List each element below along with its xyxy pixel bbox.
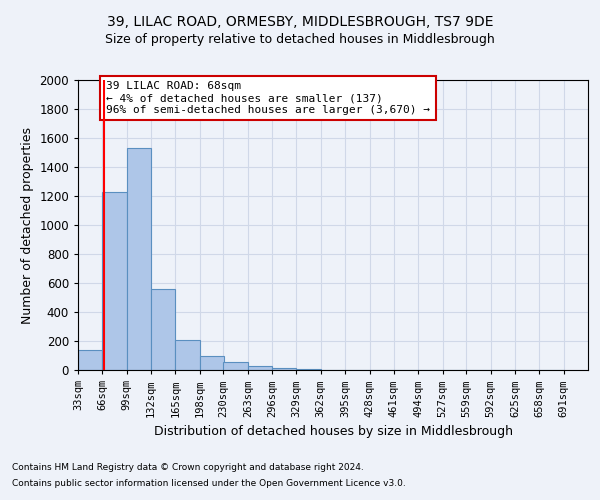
Bar [248,366,272,370]
Bar [223,362,248,370]
Text: Size of property relative to detached houses in Middlesbrough: Size of property relative to detached ho… [105,32,495,46]
Text: 39, LILAC ROAD, ORMESBY, MIDDLESBROUGH, TS7 9DE: 39, LILAC ROAD, ORMESBY, MIDDLESBROUGH, … [107,15,493,29]
Bar [200,356,224,370]
Text: Contains public sector information licensed under the Open Government Licence v3: Contains public sector information licen… [12,478,406,488]
Text: Contains HM Land Registry data © Crown copyright and database right 2024.: Contains HM Land Registry data © Crown c… [12,464,364,472]
X-axis label: Distribution of detached houses by size in Middlesbrough: Distribution of detached houses by size … [154,425,512,438]
Bar [103,192,127,370]
Text: 39 LILAC ROAD: 68sqm
← 4% of detached houses are smaller (137)
96% of semi-detac: 39 LILAC ROAD: 68sqm ← 4% of detached ho… [106,82,430,114]
Bar [175,340,200,370]
Y-axis label: Number of detached properties: Number of detached properties [20,126,34,324]
Bar [127,148,151,370]
Bar [272,368,296,370]
Bar [151,289,175,370]
Bar [78,350,103,370]
